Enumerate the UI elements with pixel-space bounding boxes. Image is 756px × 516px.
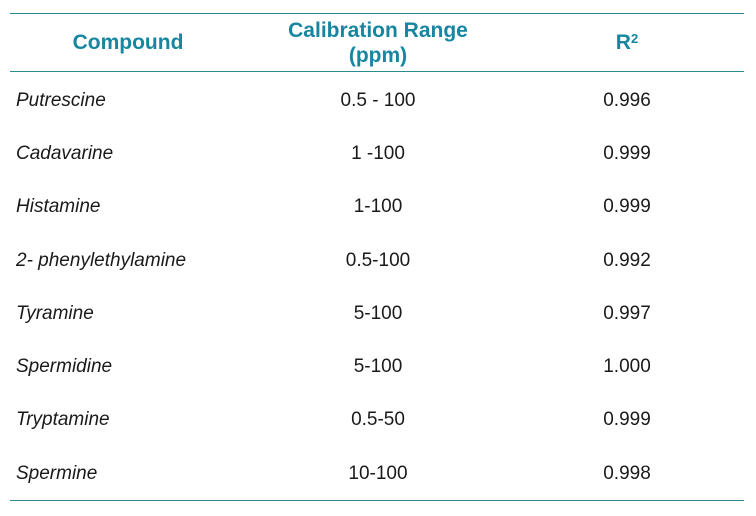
compound-cell: Cadavarine: [16, 142, 114, 164]
header-r-squared-superscript: 2: [630, 31, 639, 46]
header-calibration-range: Calibration Range (ppm): [246, 18, 510, 68]
range-cell: 0.5-50: [351, 409, 405, 431]
r2-cell: 0.992: [603, 249, 651, 271]
header-r-squared: R2: [510, 30, 744, 55]
r2-cell: 0.999: [603, 142, 651, 164]
table-row: Cadavarine 1 -100 0.999: [10, 127, 744, 180]
table-row: Histamine 1-100 0.999: [10, 181, 744, 234]
header-calibration-range-line2: (ppm): [348, 43, 408, 67]
r2-cell: 0.996: [603, 89, 651, 111]
table-header-row: Compound Calibration Range (ppm) R2: [10, 14, 744, 71]
range-cell: 10-100: [348, 462, 408, 484]
r2-cell: 0.998: [603, 462, 651, 484]
table-row: 2- phenylethylamine 0.5-100 0.992: [10, 234, 744, 287]
calibration-table: Compound Calibration Range (ppm) R2 Putr…: [10, 13, 744, 502]
table-row: Spermidine 5-100 1.000: [10, 340, 744, 393]
range-cell: 1 -100: [351, 142, 405, 164]
table-header-rule: [10, 71, 744, 72]
compound-cell: Spermine: [16, 462, 98, 484]
header-r-squared-base: R: [615, 31, 631, 54]
r2-cell: 0.997: [603, 302, 651, 324]
table-row: Putrescine 0.5 - 100 0.996: [10, 74, 744, 127]
range-cell: 0.5 - 100: [340, 89, 416, 111]
table-bottom-rule: [10, 500, 744, 502]
table-row: Tryptamine 0.5-50 0.999: [10, 394, 744, 447]
r2-cell: 0.999: [603, 409, 651, 431]
compound-cell: Spermidine: [16, 356, 113, 378]
table-top-rule: [10, 13, 744, 14]
compound-cell: Tryptamine: [16, 409, 110, 431]
table-row: Tyramine 5-100 0.997: [10, 287, 744, 340]
range-cell: 5-100: [353, 302, 403, 324]
range-cell: 0.5-100: [345, 249, 411, 271]
table-body: Putrescine 0.5 - 100 0.996 Cadavarine 1 …: [10, 72, 744, 500]
compound-cell: Tyramine: [16, 302, 94, 324]
range-cell: 1-100: [353, 196, 403, 218]
header-calibration-range-line1: Calibration Range: [288, 18, 468, 42]
header-compound: Compound: [72, 31, 184, 54]
compound-cell: 2- phenylethylamine: [16, 249, 187, 271]
r2-cell: 0.999: [603, 196, 651, 218]
compound-cell: Putrescine: [16, 89, 106, 111]
table-row: Spermine 10-100 0.998: [10, 447, 744, 500]
range-cell: 5-100: [353, 356, 403, 378]
compound-cell: Histamine: [16, 196, 101, 218]
r2-cell: 1.000: [603, 356, 651, 378]
